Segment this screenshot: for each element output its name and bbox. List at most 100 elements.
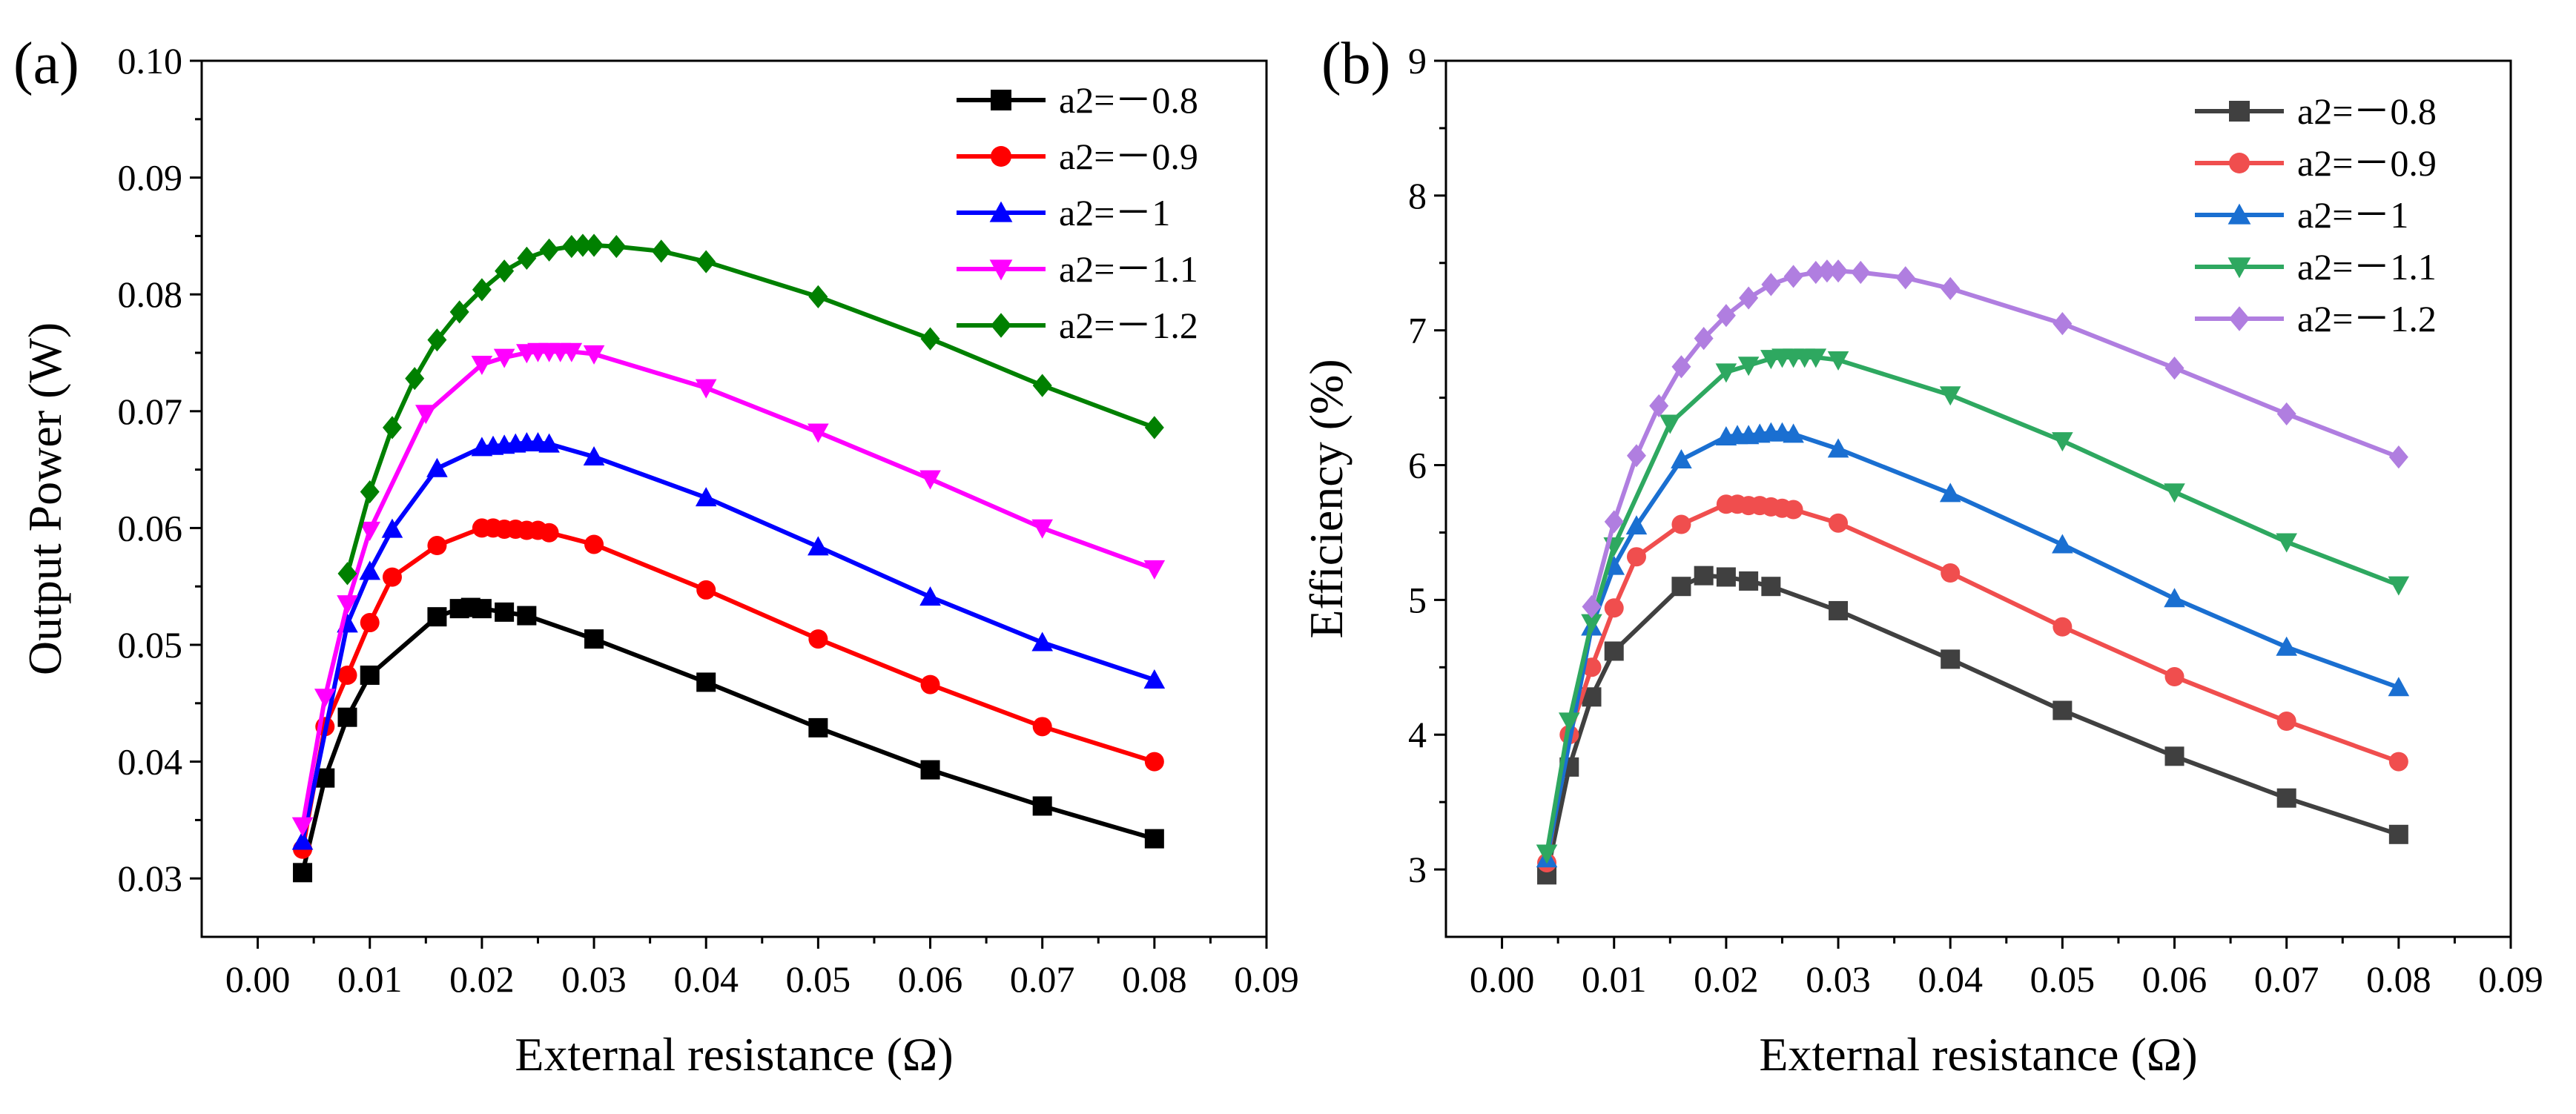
data-point xyxy=(1939,386,1961,406)
data-point xyxy=(1829,259,1849,283)
x-tick-label: 0.00 xyxy=(1470,958,1535,1000)
data-point xyxy=(1805,348,1827,368)
panel-a: (a) 0.00 0.01 0.02 0.03 0.04 0.05 0.06 0.07 0.08 0… xyxy=(13,31,1299,1081)
legend-label: a2=－1 xyxy=(2297,194,2408,236)
legend-entry: a2=－1.1 xyxy=(2195,246,2437,288)
data-point xyxy=(538,433,560,453)
data-point xyxy=(495,602,515,622)
data-point xyxy=(1829,513,1849,533)
data-point xyxy=(293,863,313,883)
y-tick-label: 9 xyxy=(1408,40,1427,82)
data-point xyxy=(1604,510,1624,534)
data-point xyxy=(2052,312,2073,336)
x-tick-label: 0.03 xyxy=(1806,958,1871,1000)
data-point xyxy=(1739,286,1759,310)
data-point xyxy=(1625,515,1648,535)
legend-marker xyxy=(2227,257,2251,279)
data-point xyxy=(1716,304,1736,328)
x-tick-label: 0.09 xyxy=(2478,958,2543,1000)
x-tick-label: 0.01 xyxy=(1582,958,1647,1000)
x-tick-label: 0.07 xyxy=(1010,958,1075,1000)
series-line xyxy=(300,605,1155,874)
series-3 xyxy=(1536,422,2410,868)
data-point xyxy=(1604,641,1624,661)
series-1 xyxy=(293,597,1164,883)
x-tick-label: 0.00 xyxy=(225,958,291,1000)
data-point xyxy=(1817,259,1837,283)
data-point xyxy=(696,672,716,692)
y-axis-title: Output Power (W) xyxy=(19,322,71,675)
data-point xyxy=(1582,594,1602,619)
y-tick-label: 0.04 xyxy=(118,741,183,783)
data-point xyxy=(337,707,357,727)
y-tick-label: 0.10 xyxy=(118,40,183,82)
data-point xyxy=(2052,617,2073,637)
data-point xyxy=(1144,416,1164,440)
data-point xyxy=(584,233,604,257)
series-line xyxy=(1545,502,2400,863)
data-point xyxy=(1827,438,1849,458)
data-point xyxy=(1649,394,1669,418)
legend-label: a2=－1 xyxy=(1059,192,1170,233)
data-point xyxy=(2052,534,2073,554)
data-point xyxy=(1783,423,1804,443)
x-tick-label: 0.05 xyxy=(786,958,851,1000)
data-point xyxy=(695,379,717,399)
data-point xyxy=(472,599,492,619)
plot-frame xyxy=(1444,59,2512,938)
data-point xyxy=(472,278,492,302)
panel-b: (b) 0.00 0.01 0.02 0.03 0.04 0.05 0.06 0.07 0.08 0… xyxy=(1300,31,2543,1081)
legend-label: a2=－0.9 xyxy=(1059,136,1198,177)
x-tick-label: 0.04 xyxy=(673,958,739,1000)
data-point xyxy=(2164,357,2184,380)
data-point xyxy=(696,580,716,600)
legend-marker xyxy=(991,146,1011,167)
data-point xyxy=(2164,483,2185,503)
data-point xyxy=(1031,519,1053,539)
x-tick-label: 0.09 xyxy=(1234,958,1299,1000)
data-point xyxy=(1716,567,1736,587)
legend-marker xyxy=(991,90,1011,110)
y-tick-label: 4 xyxy=(1408,714,1427,755)
data-point xyxy=(1941,649,1961,669)
data-point xyxy=(1671,577,1691,597)
data-point xyxy=(1032,796,1052,816)
x-tick-label: 0.01 xyxy=(337,958,403,1000)
data-point xyxy=(517,246,537,270)
data-point xyxy=(1671,448,1692,468)
x-tick-label: 0.04 xyxy=(1918,958,1983,1000)
y-tick-label: 6 xyxy=(1408,445,1427,486)
data-point xyxy=(382,567,402,587)
data-point xyxy=(1806,260,1826,285)
data-point xyxy=(495,259,515,283)
legend-label: a2=－1.1 xyxy=(1059,248,1198,290)
data-point xyxy=(1626,547,1646,567)
data-point xyxy=(920,327,940,351)
data-point xyxy=(1143,669,1166,689)
data-point xyxy=(1604,598,1624,618)
data-point xyxy=(2164,746,2184,766)
data-point xyxy=(1144,752,1164,772)
y-tick-label: 0.03 xyxy=(118,858,183,899)
data-point xyxy=(1939,483,1961,503)
data-point xyxy=(583,445,605,465)
data-point xyxy=(1144,829,1164,849)
data-point xyxy=(1143,560,1166,580)
series-4 xyxy=(291,342,1166,837)
x-tick-label: 0.03 xyxy=(561,958,627,1000)
y-axis-title: Efficiency (%) xyxy=(1300,359,1353,638)
data-point xyxy=(2388,445,2408,469)
y-tick-label: 7 xyxy=(1408,310,1427,351)
x-axis-title: External resistance (Ω) xyxy=(515,1028,953,1081)
data-point xyxy=(920,760,940,780)
series-line xyxy=(1545,430,2400,860)
legend-marker xyxy=(991,313,1011,338)
y-tick-label: 8 xyxy=(1408,175,1427,216)
data-point xyxy=(1941,563,1961,583)
data-point xyxy=(651,239,671,263)
legend-label: a2=－1.2 xyxy=(2297,298,2437,339)
data-point xyxy=(1761,577,1781,597)
data-point xyxy=(539,238,559,262)
legend-entry: a2=－0.8 xyxy=(957,79,1198,121)
